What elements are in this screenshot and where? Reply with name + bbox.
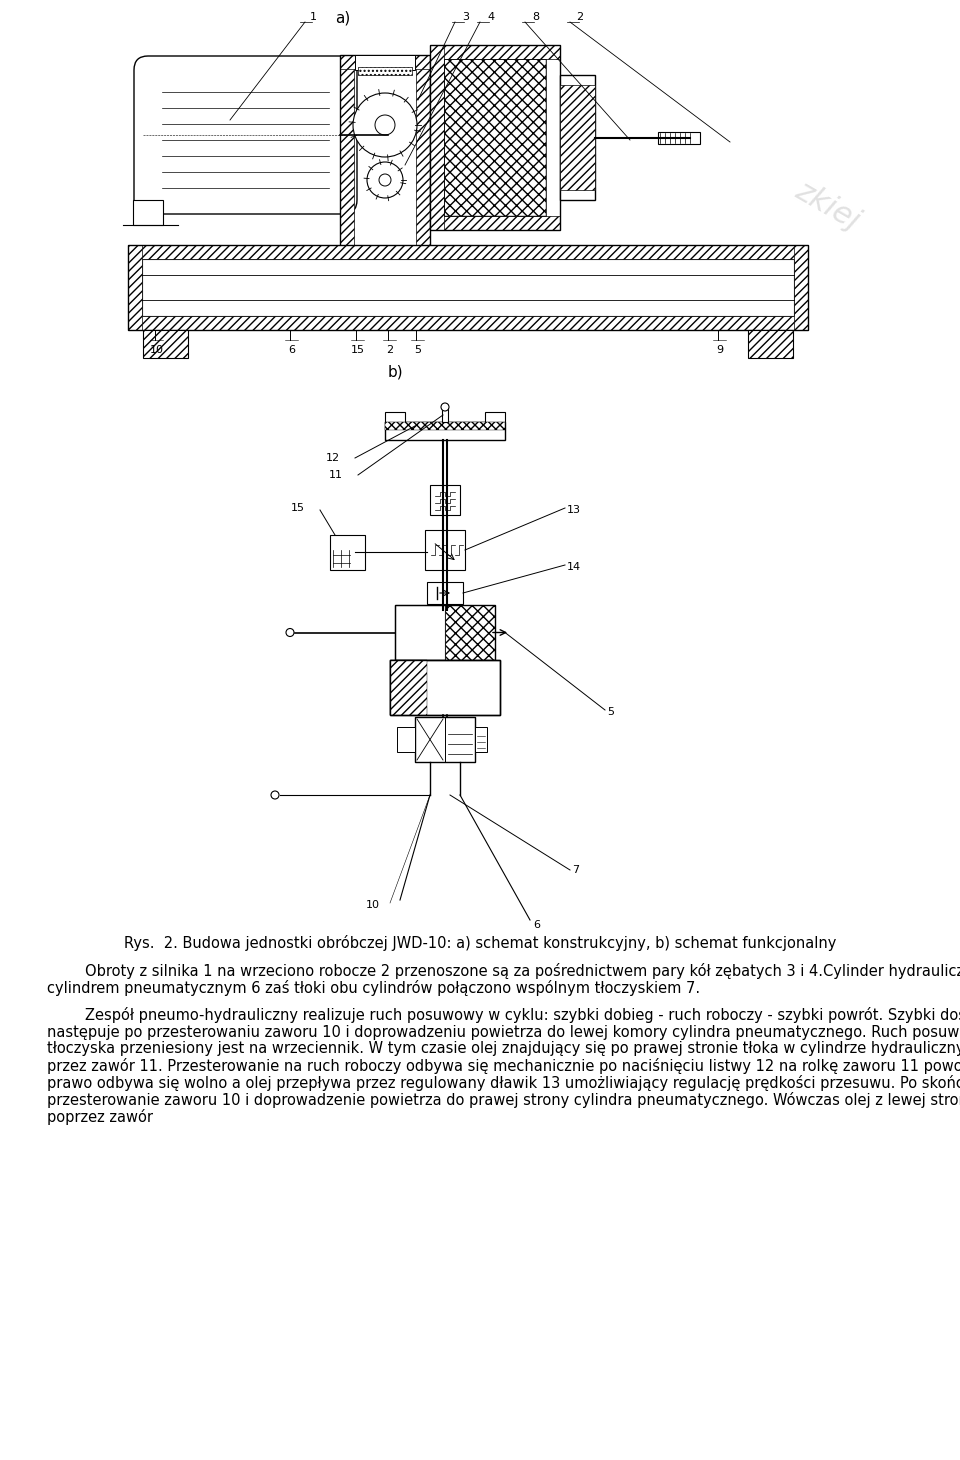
Text: 6: 6 [533, 920, 540, 930]
Circle shape [286, 628, 294, 637]
Bar [128, 315, 808, 330]
Bar [385, 422, 505, 439]
Bar [395, 604, 445, 660]
Bar [128, 245, 808, 258]
Text: 2: 2 [386, 345, 394, 355]
Bar [397, 727, 415, 752]
Bar [128, 245, 808, 330]
FancyBboxPatch shape [134, 55, 357, 215]
Text: 11: 11 [329, 470, 343, 480]
Bar [340, 251, 430, 266]
Bar [445, 604, 495, 660]
Text: następuje po przesterowaniu zaworu 10 i doprowadzeniu powietrza do lewej komory : następuje po przesterowaniu zaworu 10 i … [47, 1025, 960, 1040]
Circle shape [367, 162, 403, 199]
Circle shape [271, 791, 279, 799]
Text: 9: 9 [716, 345, 723, 355]
Bar [415, 717, 475, 762]
Bar [340, 55, 430, 69]
Text: Obroty z silnika 1 na wrzeciono robocze 2 przenoszone są za pośrednictwem pary k: Obroty z silnika 1 na wrzeciono robocze … [85, 964, 960, 980]
Bar [340, 55, 430, 266]
Bar [143, 330, 188, 358]
Bar [560, 85, 595, 190]
Bar [430, 45, 444, 231]
Text: 13: 13 [567, 505, 581, 515]
Text: a): a) [335, 10, 350, 25]
Bar [128, 245, 142, 330]
Bar [430, 45, 560, 58]
Bar [445, 717, 475, 762]
Bar [444, 58, 546, 216]
Bar [385, 412, 405, 422]
Text: 5: 5 [607, 707, 614, 717]
Bar [442, 407, 448, 422]
Bar [390, 660, 500, 715]
Bar [444, 58, 546, 216]
Bar [475, 727, 487, 752]
Text: tłoczyska przeniesiony jest na wrzeciennik. W tym czasie olej znajdujący się po : tłoczyska przeniesiony jest na wrzecienn… [47, 1041, 960, 1056]
Bar [340, 55, 354, 266]
Text: 12: 12 [325, 453, 340, 463]
Bar [415, 717, 445, 762]
Bar [658, 131, 700, 143]
Bar [430, 485, 460, 515]
Bar [430, 45, 560, 231]
Text: 15: 15 [351, 345, 365, 355]
Bar [748, 330, 793, 358]
Text: 7: 7 [572, 864, 579, 875]
Bar [142, 258, 794, 315]
Text: 10: 10 [366, 899, 380, 910]
Text: 8: 8 [532, 12, 540, 22]
Bar [355, 55, 415, 70]
Text: przez zawór 11. Przesterowanie na ruch roboczy odbywa się mechanicznie po naciśn: przez zawór 11. Przesterowanie na ruch r… [47, 1058, 960, 1075]
Bar [427, 583, 463, 604]
Circle shape [441, 403, 449, 412]
Circle shape [353, 93, 417, 158]
Text: 2: 2 [576, 12, 583, 22]
Text: 10: 10 [150, 345, 164, 355]
Text: 3: 3 [462, 12, 469, 22]
Bar [485, 412, 505, 422]
Text: 14: 14 [567, 562, 581, 572]
Bar [358, 67, 412, 74]
Circle shape [375, 115, 395, 134]
Bar [425, 530, 465, 569]
Text: poprzez zawór: poprzez zawór [47, 1110, 153, 1126]
Text: 5: 5 [414, 345, 421, 355]
Bar [430, 216, 560, 231]
Bar [560, 74, 595, 200]
Text: 1: 1 [310, 12, 317, 22]
Text: przesterowanie zaworu 10 i doprowadzenie powietrza do prawej strony cylindra pne: przesterowanie zaworu 10 i doprowadzenie… [47, 1092, 960, 1108]
Bar [330, 534, 365, 569]
Text: Rys.  2. Budowa jednostki obróbczej JWD-10: a) schemat konstrukcyjny, b) schemat: Rys. 2. Budowa jednostki obróbczej JWD-1… [124, 934, 836, 950]
Text: 15: 15 [291, 504, 305, 512]
Text: 4: 4 [487, 12, 494, 22]
Text: zkiej: zkiej [790, 177, 865, 237]
Text: Zespół pneumo-hydrauliczny realizuje ruch posuwowy w cyklu: szybki dobieg - ruch: Zespół pneumo-hydrauliczny realizuje ruc… [85, 1007, 960, 1023]
Bar [390, 660, 500, 715]
Bar [133, 200, 163, 225]
Bar [390, 660, 426, 715]
Bar [416, 55, 430, 266]
Bar [794, 245, 808, 330]
Circle shape [379, 174, 391, 185]
Text: prawo odbywa się wolno a olej przepływa przez regulowany dławik 13 umożliwiający: prawo odbywa się wolno a olej przepływa … [47, 1075, 960, 1091]
Bar [385, 422, 505, 431]
Bar [395, 604, 495, 660]
Text: cylindrem pneumatycznym 6 zaś tłoki obu cylindrów połączono wspólnym tłoczyskiem: cylindrem pneumatycznym 6 zaś tłoki obu … [47, 980, 700, 996]
Text: 6: 6 [288, 345, 295, 355]
Text: b): b) [388, 365, 403, 380]
